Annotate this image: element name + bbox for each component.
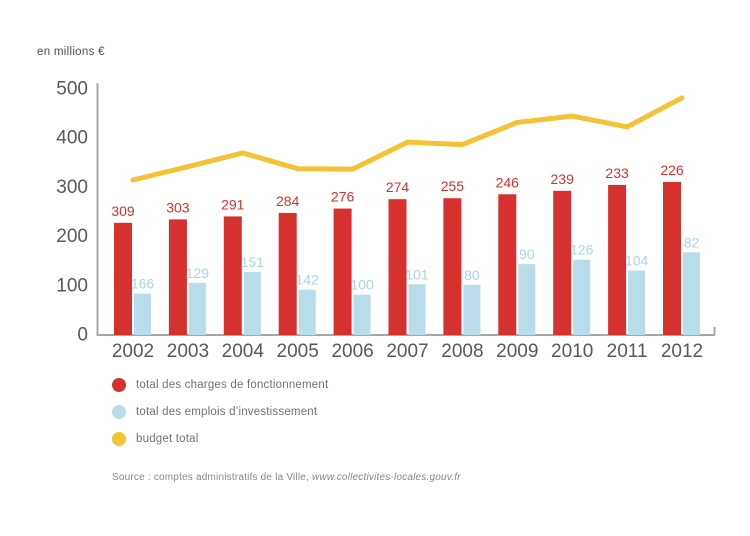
x-tick-label: 2006 bbox=[331, 341, 373, 362]
legend-label: total des emplois d’investissement bbox=[136, 405, 318, 418]
bar-investissement-value-label: 151 bbox=[241, 254, 265, 270]
bar-investissement-value-label: 142 bbox=[296, 272, 320, 288]
y-tick-label: 400 bbox=[56, 128, 88, 149]
bar-charges bbox=[278, 212, 297, 335]
bar-charges-value-label: 226 bbox=[660, 162, 684, 178]
bar-investissement-value-label: 129 bbox=[186, 265, 210, 281]
bar-investissement bbox=[628, 270, 646, 335]
source-url: www.collectivites-locales.gouv.fr bbox=[312, 472, 461, 483]
bar-charges bbox=[663, 181, 681, 335]
bar-charges bbox=[498, 194, 517, 335]
x-tick-label: 2007 bbox=[386, 341, 428, 362]
bar-charges-value-label: 291 bbox=[221, 196, 245, 212]
bar-charges-value-label: 303 bbox=[166, 199, 190, 215]
bar-investissement bbox=[573, 259, 591, 335]
bar-investissement-value-label: 104 bbox=[625, 253, 649, 269]
bar-charges bbox=[443, 198, 462, 335]
source-text: Source : comptes administratifs de la Vi… bbox=[112, 472, 313, 483]
source-note: Source : comptes administratifs de la Vi… bbox=[112, 472, 461, 483]
bar-investissement bbox=[353, 294, 371, 335]
bar-charges-value-label: 284 bbox=[276, 193, 300, 209]
bar-charges bbox=[553, 190, 572, 335]
x-tick-label: 2011 bbox=[607, 341, 648, 362]
bar-investissement-value-label: 80 bbox=[464, 267, 480, 283]
bar-charges-value-label: 239 bbox=[551, 171, 575, 187]
bar-charges bbox=[333, 208, 352, 335]
legend-marker bbox=[112, 431, 126, 446]
bar-investissement bbox=[134, 293, 151, 335]
bar-charges-value-label: 255 bbox=[441, 178, 465, 194]
bar-charges bbox=[608, 184, 627, 335]
y-tick-label: 0 bbox=[77, 325, 88, 346]
bar-charges-value-label: 246 bbox=[496, 174, 520, 190]
bar-investissement bbox=[243, 272, 261, 335]
bar-investissement bbox=[408, 284, 426, 335]
bar-charges bbox=[168, 219, 187, 335]
bar-investissement bbox=[463, 284, 481, 335]
x-tick-label: 2005 bbox=[277, 341, 319, 362]
bar-investissement-value-label: 166 bbox=[131, 276, 155, 292]
x-tick-label: 2004 bbox=[222, 341, 265, 362]
bar-investissement-value-label: 126 bbox=[570, 242, 594, 258]
bar-investissement-value-label: 82 bbox=[684, 234, 700, 250]
bar-investissement-value-label: 90 bbox=[519, 246, 535, 262]
legend-item: total des emplois d’investissement bbox=[112, 398, 328, 425]
bar-charges-value-label: 274 bbox=[386, 179, 410, 195]
y-axis-unit-label: en millions € bbox=[37, 46, 105, 58]
bar-charges-value-label: 276 bbox=[331, 189, 355, 205]
x-tick-label: 2002 bbox=[112, 341, 154, 362]
legend-marker bbox=[112, 404, 126, 419]
bar-investissement bbox=[518, 264, 536, 335]
legend-item: budget total bbox=[112, 425, 328, 452]
x-tick-label: 2010 bbox=[551, 341, 593, 362]
x-tick-label: 2008 bbox=[441, 341, 483, 362]
bar-charges-value-label: 233 bbox=[605, 165, 629, 181]
y-tick-label: 100 bbox=[56, 275, 88, 296]
y-tick-label: 300 bbox=[56, 177, 88, 198]
bar-charges bbox=[223, 216, 242, 335]
x-tick-label: 2012 bbox=[661, 341, 703, 362]
bar-charges bbox=[114, 222, 132, 335]
bar-investissement bbox=[298, 289, 316, 335]
y-tick-label: 200 bbox=[56, 226, 88, 247]
budget-line bbox=[130, 95, 685, 183]
bar-charges bbox=[388, 199, 407, 335]
bar-charges-value-label: 309 bbox=[111, 203, 135, 219]
bar-investissement bbox=[188, 282, 206, 335]
bar-investissement-value-label: 100 bbox=[350, 277, 374, 293]
legend-item: total des charges de fonctionnement bbox=[112, 371, 328, 398]
legend-marker bbox=[112, 377, 126, 392]
y-tick-label: 500 bbox=[56, 79, 88, 100]
legend-label: total des charges de fonctionnement bbox=[136, 378, 329, 391]
legend-label: budget total bbox=[136, 432, 199, 445]
x-tick-label: 2003 bbox=[167, 341, 209, 362]
bar-investissement bbox=[683, 252, 700, 335]
bar-investissement-value-label: 101 bbox=[405, 266, 429, 282]
legend: total des charges de fonctionnement total… bbox=[112, 371, 328, 452]
x-tick-label: 2009 bbox=[496, 341, 538, 362]
